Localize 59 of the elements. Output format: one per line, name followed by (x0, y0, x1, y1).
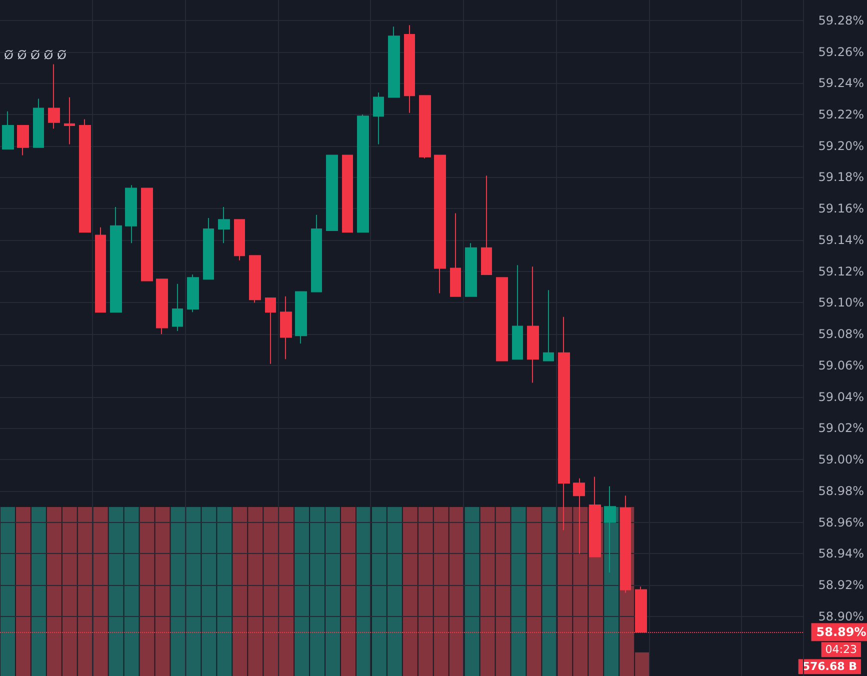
y-tick-label: 59.18% (818, 170, 864, 184)
y-tick-label: 59.20% (818, 138, 864, 153)
y-tick-label: 59.22% (818, 107, 864, 122)
candlestick (203, 218, 214, 280)
candlestick (496, 277, 508, 362)
candlestick (110, 206, 122, 313)
candlestick (512, 264, 523, 360)
candlestick (234, 219, 245, 261)
candlestick (311, 214, 322, 292)
candlestick (48, 64, 60, 130)
candlestick (172, 283, 183, 332)
y-tick-label: 59.04% (818, 390, 864, 404)
text: 04:23 (825, 643, 858, 656)
candlestick (218, 206, 230, 244)
candlestick (373, 92, 384, 145)
y-tick-label: 58.92% (818, 578, 864, 592)
y-tick-label: 58.90% (818, 609, 864, 624)
annotation: 576.68 B (802, 660, 858, 674)
candlestick (33, 98, 44, 148)
candlestick (543, 290, 554, 362)
y-tick-label: 59.26% (818, 44, 864, 59)
y-tick-label: 58.96% (818, 515, 864, 530)
candlestick (64, 96, 75, 145)
y-tick-label: 59.28% (818, 13, 864, 28)
candlestick (481, 175, 492, 275)
candlestick (419, 95, 431, 159)
candlestick (280, 296, 292, 360)
candlestick (156, 278, 168, 335)
candlestick (450, 212, 461, 297)
y-tick-label: 59.00% (818, 452, 864, 467)
y-tick-label: 58.98% (818, 484, 864, 498)
candlestick (141, 188, 153, 282)
y-tick-label: 59.06% (818, 358, 864, 372)
candlestick (388, 26, 400, 98)
candlestick (17, 124, 29, 156)
candlestick (326, 154, 338, 232)
y-tick-label: 58.94% (818, 546, 864, 561)
candlestick (95, 226, 106, 313)
y-tick-label: 59.10% (818, 296, 864, 310)
candlestick (465, 242, 477, 297)
candlestick (2, 110, 14, 150)
y-tick-label: 59.16% (818, 202, 864, 216)
candlestick (125, 184, 137, 244)
candlestick (527, 266, 539, 384)
candlestick (79, 118, 91, 233)
candlestick (295, 291, 307, 344)
candlestick (342, 154, 353, 233)
y-tick-label: 59.12% (818, 264, 864, 278)
candlestick (434, 154, 446, 294)
candlestick (404, 24, 415, 114)
candlestick (187, 274, 199, 313)
candlestick (357, 114, 369, 233)
y-tick-label: 59.02% (818, 421, 864, 436)
y-tick-label: 59.08% (818, 327, 864, 342)
ref-line-label: 58.89% (816, 625, 866, 640)
candlestick (265, 298, 276, 364)
y-tick-label: 59.14% (818, 232, 864, 247)
candlestick (249, 255, 261, 304)
y-tick-label: 59.24% (818, 76, 864, 90)
